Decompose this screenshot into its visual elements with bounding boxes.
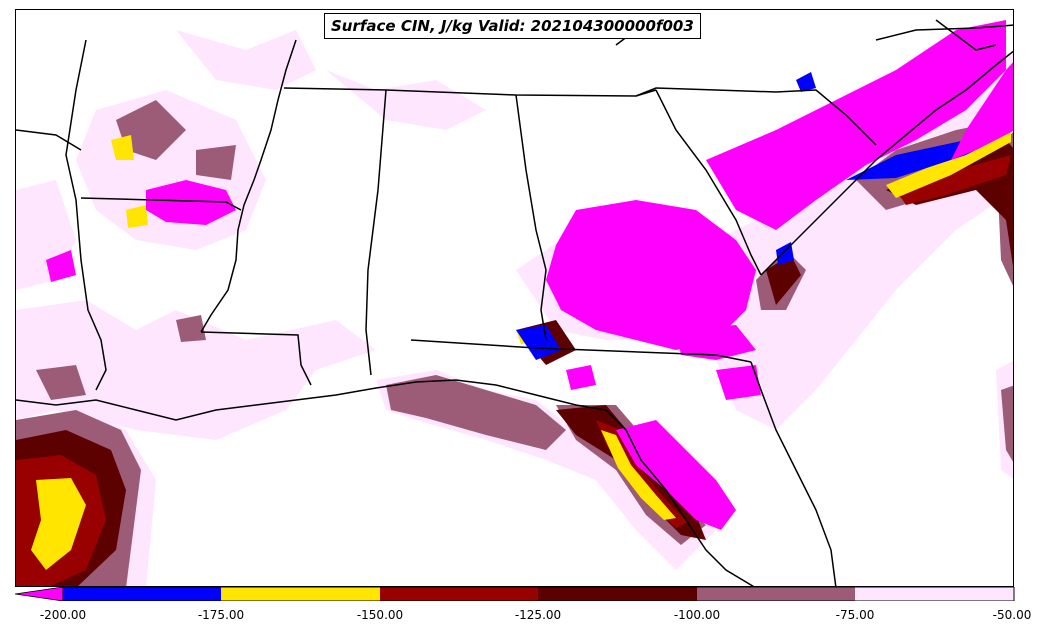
shading-magenta (46, 20, 1013, 530)
shading-yellow (31, 130, 1011, 570)
colorbar-tick-label: -50.00 (992, 608, 1032, 622)
colorbar-band-2 (221, 587, 380, 601)
colorbar-tick-label: -100.00 (673, 608, 721, 622)
colorbar-tick-label: -125.00 (514, 608, 562, 622)
colorbar-band-5 (697, 587, 855, 601)
colorbar-extend-low (15, 587, 64, 601)
colorbar-band-4 (538, 587, 697, 601)
map-title: Surface CIN, J/kg Valid: 202104300000f00… (324, 13, 701, 39)
colorbar-outline (62, 587, 1015, 601)
colorbar-band-1 (63, 587, 221, 601)
colorbar-tick-label: -175.00 (197, 608, 245, 622)
cin-map (16, 14, 1013, 586)
colorbar-tick-label: -200.00 (39, 608, 87, 622)
colorbar-band-3 (380, 587, 538, 601)
colorbar-tick-label: -150.00 (356, 608, 404, 622)
state-borders (16, 14, 1013, 586)
map-panel (15, 9, 1014, 587)
colorbar-tick-label: -75.00 (835, 608, 875, 622)
colorbar-band-6 (855, 587, 1014, 601)
colorbar (15, 587, 1015, 601)
